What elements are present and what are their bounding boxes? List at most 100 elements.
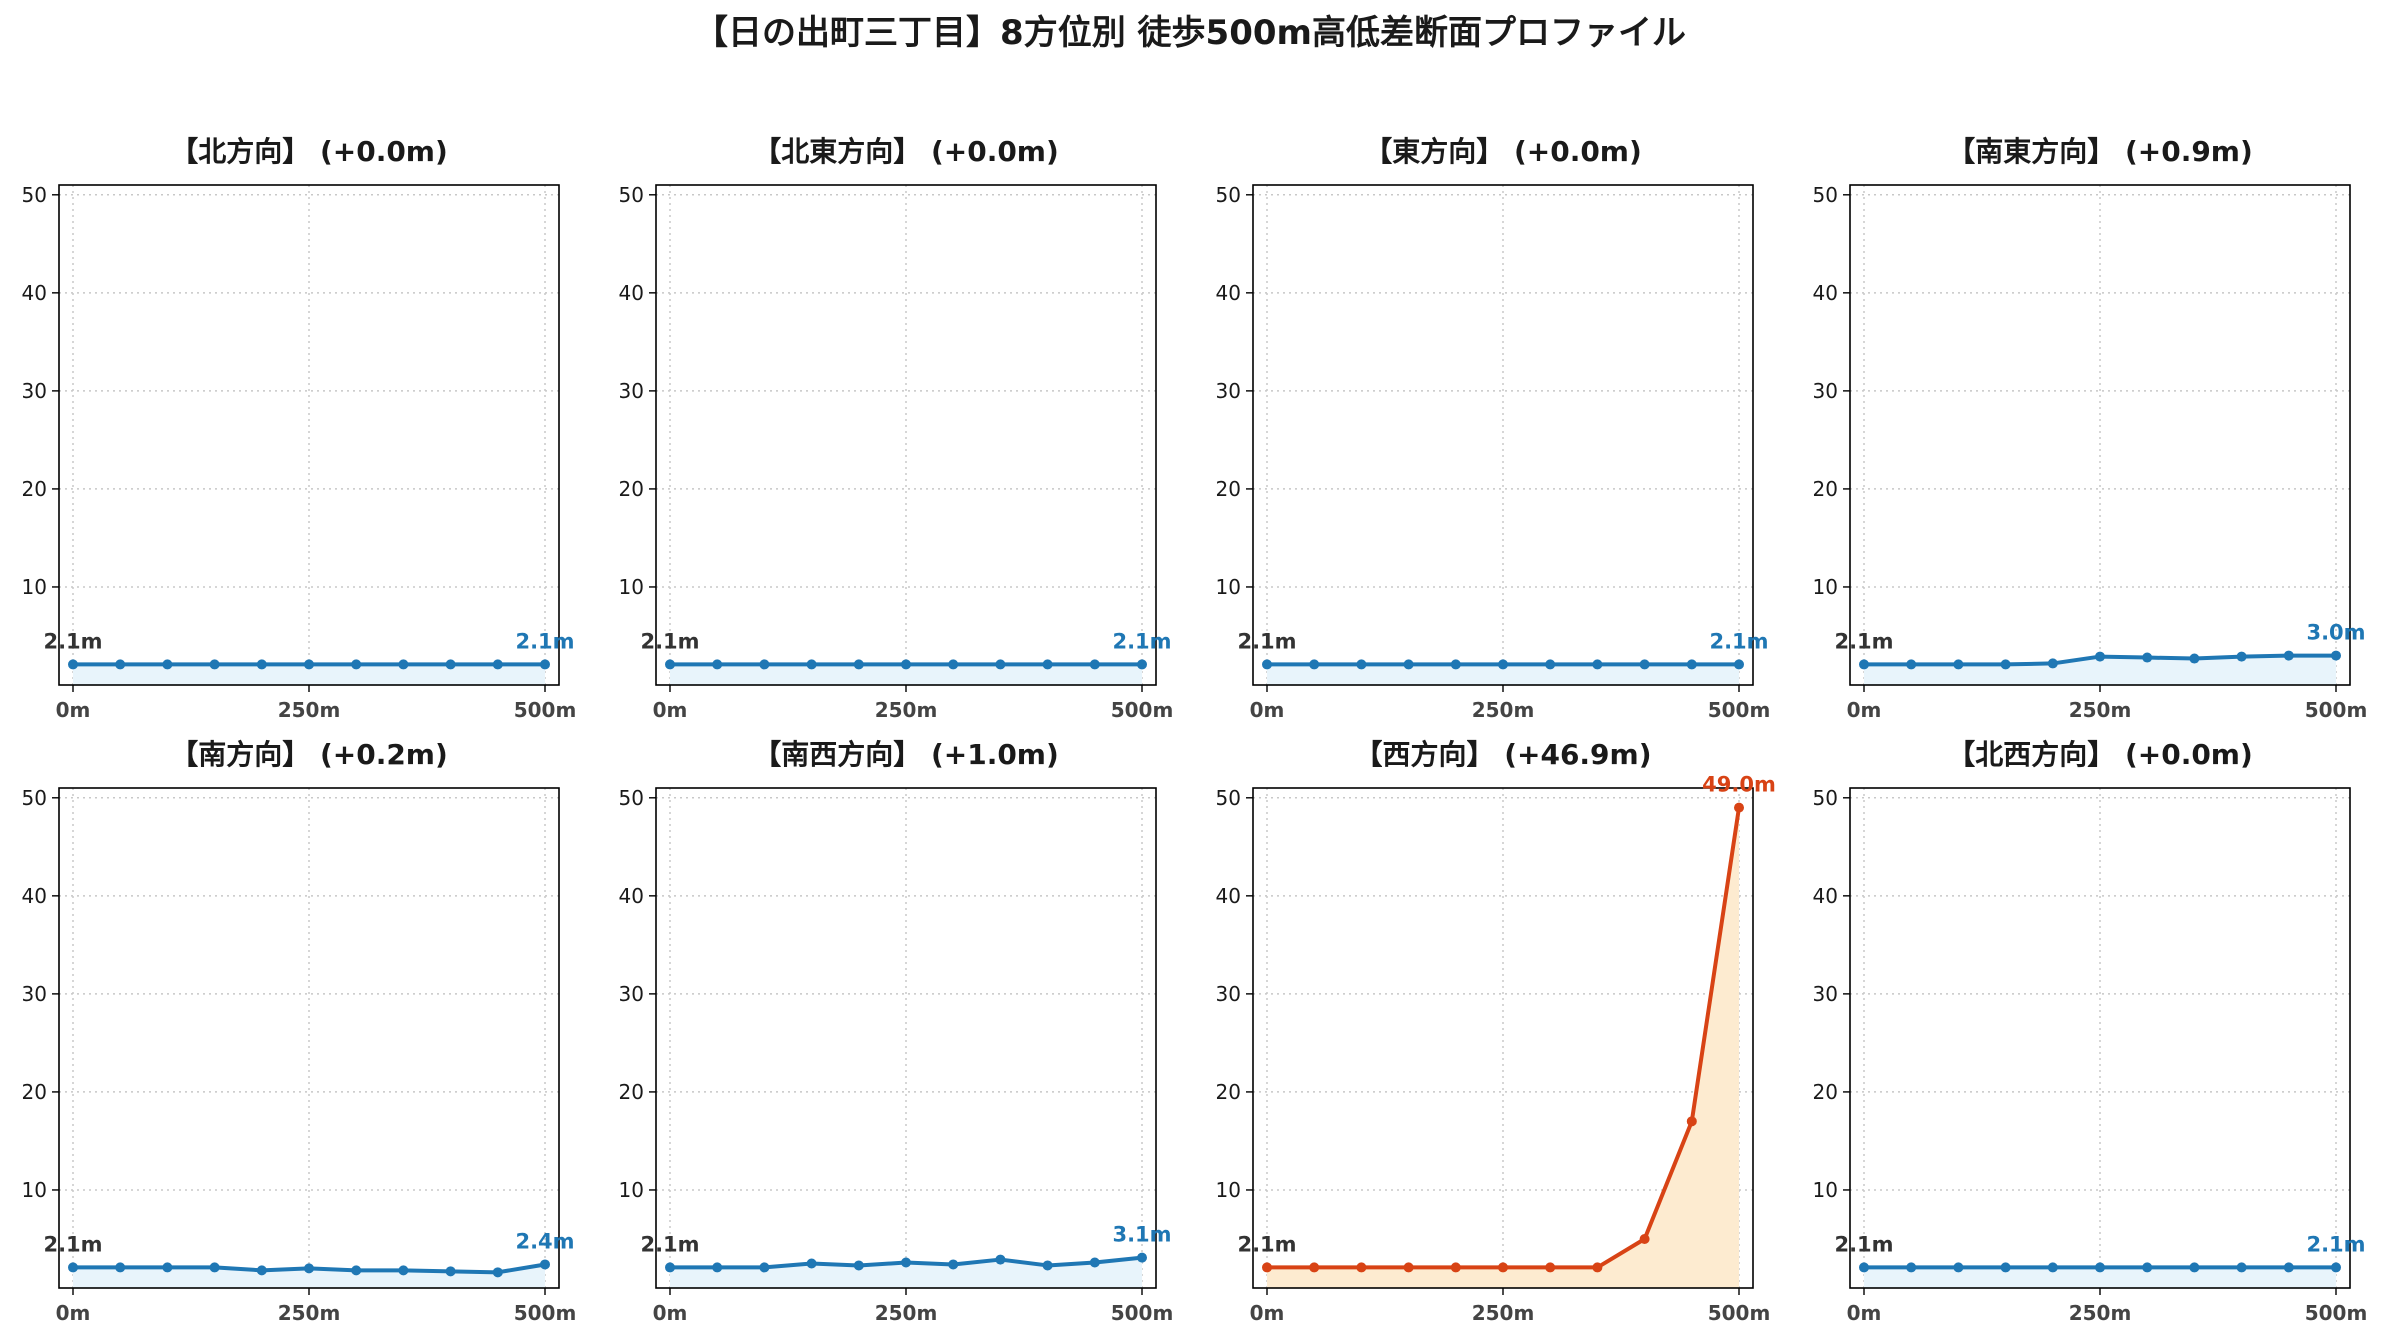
profile-area <box>1864 655 2336 685</box>
profile-point <box>1906 1262 1917 1273</box>
start-value-label: 2.1m <box>1834 1232 1893 1256</box>
profile-point <box>304 659 314 670</box>
y-tick-label: 30 <box>1813 379 1838 403</box>
y-tick-label: 10 <box>619 575 644 599</box>
panel-title: 【南東方向】 (+0.9m) <box>1947 135 2253 168</box>
y-tick-label: 30 <box>1216 982 1241 1006</box>
x-tick-label: 500m <box>2305 1301 2368 1325</box>
profile-point <box>2331 650 2341 661</box>
profile-point <box>2236 1262 2247 1273</box>
end-value-label: 3.1m <box>1112 1223 1171 1247</box>
y-tick-label: 20 <box>619 1080 644 1104</box>
profile-point <box>1137 659 1147 670</box>
profile-point <box>2189 1262 2200 1273</box>
start-value-label: 2.1m <box>43 629 102 653</box>
profile-point <box>948 659 959 670</box>
profile-area <box>1864 1267 2336 1288</box>
y-tick-label: 30 <box>22 982 47 1006</box>
start-value-label: 2.1m <box>1237 1232 1296 1256</box>
profile-point <box>2000 659 2011 670</box>
profile-point <box>1859 1262 1869 1273</box>
profile-point <box>2047 658 2058 669</box>
profile-point <box>995 1254 1006 1265</box>
y-tick-label: 40 <box>22 884 47 908</box>
y-tick-label: 50 <box>22 786 47 810</box>
x-tick-label: 250m <box>1472 1301 1535 1325</box>
panel-title: 【北東方向】 (+0.0m) <box>753 135 1059 168</box>
profile-point <box>2189 653 2200 664</box>
profile-point <box>2000 1262 2011 1273</box>
profile-point <box>256 1265 267 1276</box>
profile-point <box>853 659 864 670</box>
x-tick-label: 0m <box>1250 698 1285 722</box>
profile-point <box>853 1260 864 1271</box>
panel-title: 【北方向】 (+0.0m) <box>170 135 448 168</box>
end-value-label: 2.1m <box>1112 629 1171 653</box>
profile-point <box>162 659 173 670</box>
profile-point <box>398 659 409 670</box>
y-tick-label: 40 <box>1216 281 1241 305</box>
profile-point <box>1906 659 1917 670</box>
profile-point <box>68 1262 78 1273</box>
profile-point <box>1498 659 1508 670</box>
profile-area <box>73 1264 545 1288</box>
plot-frame <box>58 787 560 1289</box>
y-tick-label: 50 <box>1216 183 1241 207</box>
y-tick-label: 30 <box>22 379 47 403</box>
x-tick-label: 500m <box>514 698 577 722</box>
profile-point <box>1498 1262 1508 1273</box>
profile-point <box>1592 659 1603 670</box>
profile-point <box>759 659 770 670</box>
profile-point <box>68 659 78 670</box>
panel-title: 【東方向】 (+0.0m) <box>1364 135 1642 168</box>
profile-point <box>1356 1262 1367 1273</box>
profile-point <box>162 1262 173 1273</box>
profile-point <box>2283 1262 2294 1273</box>
x-tick-label: 0m <box>56 1301 91 1325</box>
x-tick-label: 0m <box>653 1301 688 1325</box>
x-tick-label: 500m <box>514 1301 577 1325</box>
x-tick-label: 250m <box>2069 698 2132 722</box>
end-value-label: 49.0m <box>1702 773 1776 797</box>
start-value-label: 2.1m <box>640 1232 699 1256</box>
x-tick-label: 0m <box>56 698 91 722</box>
profile-point <box>1686 1116 1697 1127</box>
profile-point <box>540 659 550 670</box>
profile-point <box>1734 659 1744 670</box>
x-tick-label: 250m <box>875 1301 938 1325</box>
x-tick-label: 250m <box>278 1301 341 1325</box>
y-tick-label: 10 <box>1813 575 1838 599</box>
profile-point <box>2331 1262 2341 1273</box>
profile-point <box>1309 1262 1320 1273</box>
profile-point <box>1953 1262 1964 1273</box>
x-tick-label: 0m <box>653 698 688 722</box>
y-tick-label: 30 <box>1216 379 1241 403</box>
x-tick-label: 0m <box>1847 698 1882 722</box>
profile-point <box>1686 659 1697 670</box>
x-tick-label: 250m <box>2069 1301 2132 1325</box>
panel-title: 【北西方向】 (+0.0m) <box>1947 738 2253 771</box>
y-tick-label: 40 <box>1813 884 1838 908</box>
plot-frame <box>1849 184 2351 686</box>
profile-point <box>1262 659 1272 670</box>
y-tick-label: 20 <box>22 477 47 501</box>
y-tick-label: 20 <box>619 477 644 501</box>
profile-point <box>2283 650 2294 661</box>
panel-title: 【西方向】 (+46.9m) <box>1354 738 1651 771</box>
profile-point <box>445 1266 456 1277</box>
y-tick-label: 40 <box>1813 281 1838 305</box>
y-tick-label: 40 <box>619 884 644 908</box>
profile-point <box>712 659 723 670</box>
profile-point <box>304 1263 314 1274</box>
profile-point <box>665 1262 675 1273</box>
profile-point <box>1639 659 1650 670</box>
